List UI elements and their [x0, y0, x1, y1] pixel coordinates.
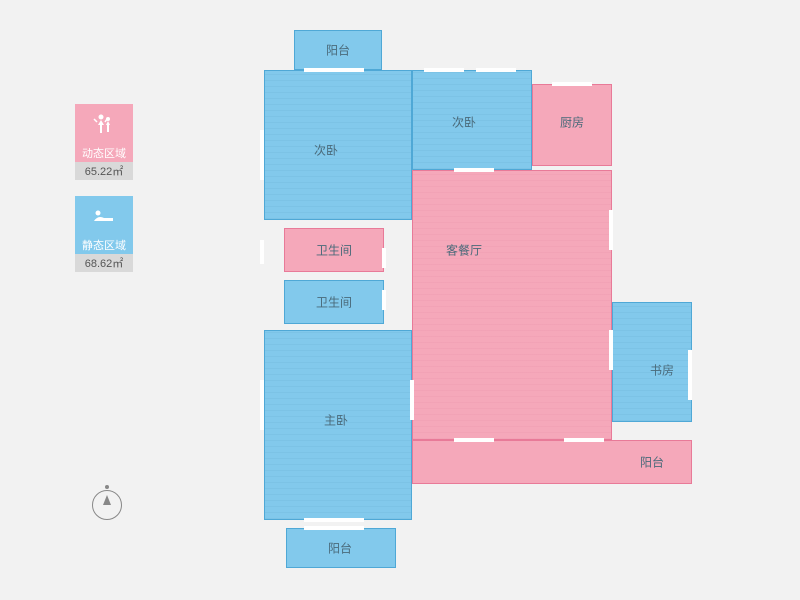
opening-9 [382, 248, 386, 268]
legend-dynamic: 动态区域 65.22㎡ [75, 104, 133, 180]
legend-dynamic-value: 65.22㎡ [75, 162, 133, 180]
opening-0 [304, 68, 364, 72]
legend-dynamic-label: 动态区域 [75, 144, 133, 162]
room-label-study: 书房 [650, 362, 674, 379]
opening-6 [260, 380, 264, 430]
room-label-living: 客餐厅 [446, 242, 482, 259]
room-label-balcony-right: 阳台 [640, 454, 664, 471]
opening-11 [454, 168, 494, 172]
opening-7 [609, 210, 613, 250]
legend-static-value: 68.62㎡ [75, 254, 133, 272]
legend-static: 静态区域 68.62㎡ [75, 196, 133, 272]
room-label-balcony-top: 阳台 [326, 42, 350, 59]
opening-5 [260, 240, 264, 264]
opening-8 [609, 330, 613, 370]
opening-3 [552, 82, 592, 86]
opening-15 [688, 350, 692, 400]
legend-static-label: 静态区域 [75, 236, 133, 254]
people-icon [75, 104, 133, 144]
rest-icon [75, 196, 133, 236]
room-label-bath2: 卫生间 [316, 294, 352, 311]
opening-4 [260, 130, 264, 180]
opening-2 [476, 68, 516, 72]
floor-plan: 阳台次卧次卧厨房卫生间卫生间客餐厅书房主卧阳台阳台 [254, 30, 692, 570]
room-living [412, 170, 612, 440]
opening-12 [410, 380, 414, 420]
room-label-bath1: 卫生间 [316, 242, 352, 259]
compass-icon [92, 490, 122, 520]
opening-10 [382, 290, 386, 310]
room-label-kitchen: 厨房 [560, 114, 584, 131]
opening-16 [304, 518, 364, 522]
room-label-master: 主卧 [324, 412, 348, 429]
opening-13 [454, 438, 494, 442]
opening-14 [564, 438, 604, 442]
room-label-bedroom2-right: 次卧 [452, 114, 476, 131]
opening-1 [424, 68, 464, 72]
opening-17 [304, 526, 364, 530]
room-label-balcony-bottom: 阳台 [328, 540, 352, 557]
room-label-bedroom2-left: 次卧 [314, 142, 338, 159]
